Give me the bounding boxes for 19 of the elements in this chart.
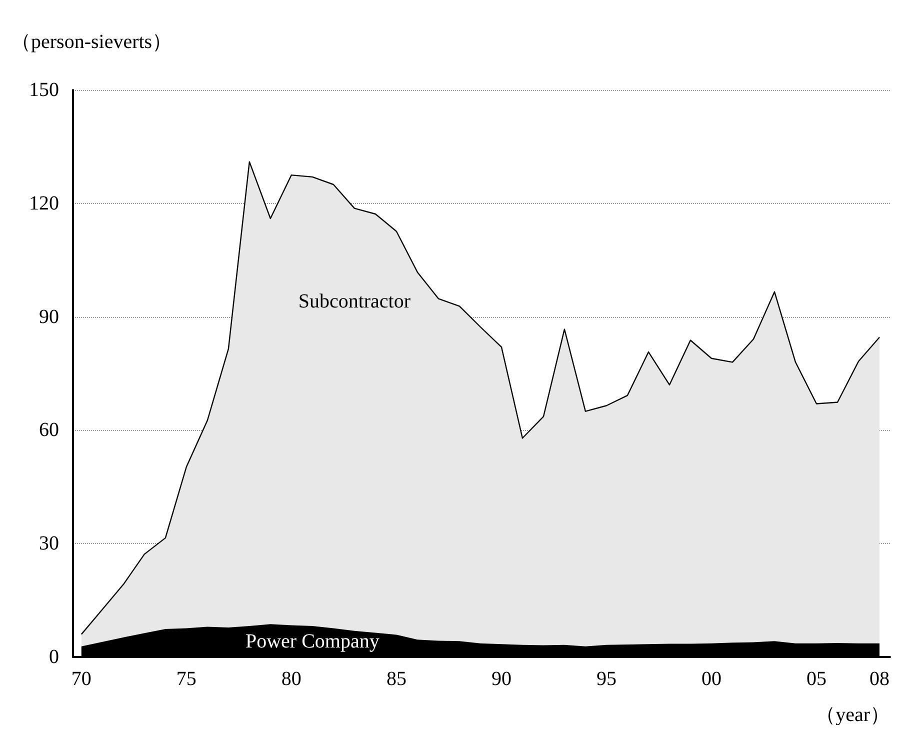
- x-tick-label: 90: [491, 668, 512, 690]
- y-axis-title: （person-sieverts）: [11, 31, 172, 53]
- x-tick-label: 75: [176, 668, 196, 690]
- x-tick-label: 95: [596, 668, 616, 690]
- y-tick-label: 150: [29, 79, 59, 101]
- y-tick-label: 60: [39, 419, 59, 442]
- series-label: Subcontractor: [298, 290, 411, 312]
- x-axis-title: （year）: [816, 704, 890, 726]
- x-tick-label: 85: [386, 668, 406, 690]
- y-tick-label: 0: [49, 646, 59, 668]
- x-tick-label: 70: [71, 668, 92, 690]
- x-tick-label: 00: [701, 668, 722, 690]
- x-tick-label: 05: [806, 668, 826, 690]
- series-label: Power Company: [245, 630, 380, 652]
- x-tick-label: 80: [281, 668, 302, 690]
- x-tick-label: 08: [870, 668, 890, 690]
- y-tick-label: 120: [29, 192, 59, 214]
- y-tick-label: 30: [39, 532, 59, 555]
- y-tick-label: 90: [39, 306, 59, 328]
